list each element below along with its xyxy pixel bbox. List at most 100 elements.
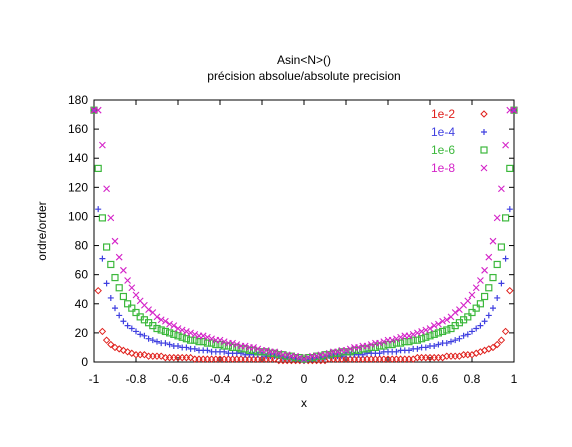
- data-point: [136, 351, 144, 359]
- data-point: [170, 353, 178, 362]
- data-point: [485, 284, 493, 292]
- x-tick-label: -0.8: [126, 372, 147, 386]
- legend-label: 1e-2: [431, 107, 455, 121]
- data-point: [137, 331, 144, 338]
- data-point: [186, 353, 195, 362]
- x-tick-label: 0.2: [338, 372, 355, 386]
- data-point: [393, 335, 400, 343]
- data-point: [166, 329, 174, 337]
- data-point: [439, 317, 446, 325]
- data-point: [405, 355, 413, 363]
- data-point: [120, 318, 127, 325]
- data-marks: [90, 106, 518, 365]
- data-point: [141, 332, 148, 339]
- data-point: [115, 253, 123, 261]
- data-point: [94, 164, 102, 173]
- data-point: [384, 340, 392, 349]
- data-point: [363, 342, 371, 350]
- data-point: [220, 338, 228, 346]
- x-tick-label: -0.4: [210, 372, 231, 386]
- data-point: [119, 292, 128, 301]
- data-point: [128, 325, 135, 332]
- data-point: [229, 339, 236, 347]
- data-point: [221, 348, 228, 355]
- data-point: [430, 330, 438, 338]
- data-point: [90, 106, 98, 114]
- data-point: [493, 260, 501, 269]
- data-point: [238, 350, 244, 357]
- data-point: [102, 243, 111, 251]
- x-tick-label: 0.6: [422, 372, 439, 386]
- data-point: [472, 284, 480, 292]
- data-point: [426, 325, 434, 332]
- data-point: [489, 273, 497, 282]
- data-point: [448, 338, 454, 345]
- data-point: [422, 353, 430, 362]
- data-point: [355, 344, 362, 351]
- data-point: [375, 355, 384, 363]
- data-point: [481, 292, 489, 301]
- data-point: [485, 312, 492, 319]
- data-point: [157, 352, 165, 360]
- data-point: [191, 345, 198, 352]
- data-point: [313, 352, 320, 360]
- data-point: [199, 338, 207, 346]
- data-point: [132, 308, 140, 317]
- legend-label: 1e-4: [431, 125, 455, 139]
- data-point: [502, 214, 510, 222]
- data-point: [145, 335, 152, 342]
- data-point: [363, 355, 371, 363]
- data-point: [102, 336, 111, 344]
- data-point: [422, 333, 430, 341]
- data-point: [292, 352, 299, 360]
- data-point: [413, 336, 421, 344]
- data-point: [204, 333, 211, 341]
- data-point: [107, 294, 114, 301]
- data-point: [422, 344, 429, 351]
- data-point: [166, 320, 173, 328]
- data-point: [371, 355, 380, 363]
- x-tick-label: -1: [89, 372, 100, 386]
- y-axis-label: ordre/order: [35, 201, 49, 260]
- x-tick-label: 1: [511, 372, 518, 386]
- data-point: [452, 337, 459, 344]
- data-point: [359, 351, 366, 358]
- data-point: [414, 345, 421, 352]
- chart-title: Asin<N>(): [277, 53, 331, 67]
- legend: 1e-2 1e-4 1e-6 1e-8: [431, 107, 488, 175]
- data-point: [203, 339, 211, 347]
- y-tick-label: 40: [75, 297, 89, 311]
- data-point: [396, 355, 405, 363]
- data-point: [430, 353, 438, 362]
- data-point: [476, 300, 484, 308]
- data-point: [506, 286, 514, 295]
- data-point: [451, 309, 459, 316]
- data-point: [464, 313, 472, 321]
- data-point: [380, 355, 388, 363]
- data-point: [376, 350, 383, 357]
- data-point: [401, 338, 409, 346]
- data-point: [229, 343, 237, 352]
- data-point: [212, 355, 220, 363]
- data-point: [94, 106, 102, 114]
- data-point: [254, 345, 262, 353]
- data-point: [216, 340, 224, 349]
- data-point: [208, 339, 216, 347]
- data-point: [149, 337, 156, 344]
- data-point: [191, 336, 199, 344]
- data-point: [472, 304, 480, 312]
- data-point: [228, 355, 237, 363]
- data-point: [99, 255, 106, 262]
- data-point: [300, 355, 308, 363]
- series-1e-8: [90, 106, 518, 363]
- data-point: [115, 284, 123, 292]
- data-point: [133, 328, 139, 335]
- data-point: [224, 355, 233, 363]
- data-point: [153, 324, 161, 333]
- data-point: [165, 353, 174, 362]
- data-point: [464, 297, 472, 305]
- data-point: [346, 345, 354, 353]
- x-axis-label: x: [301, 396, 307, 410]
- data-point: [334, 348, 341, 356]
- data-point: [111, 343, 119, 352]
